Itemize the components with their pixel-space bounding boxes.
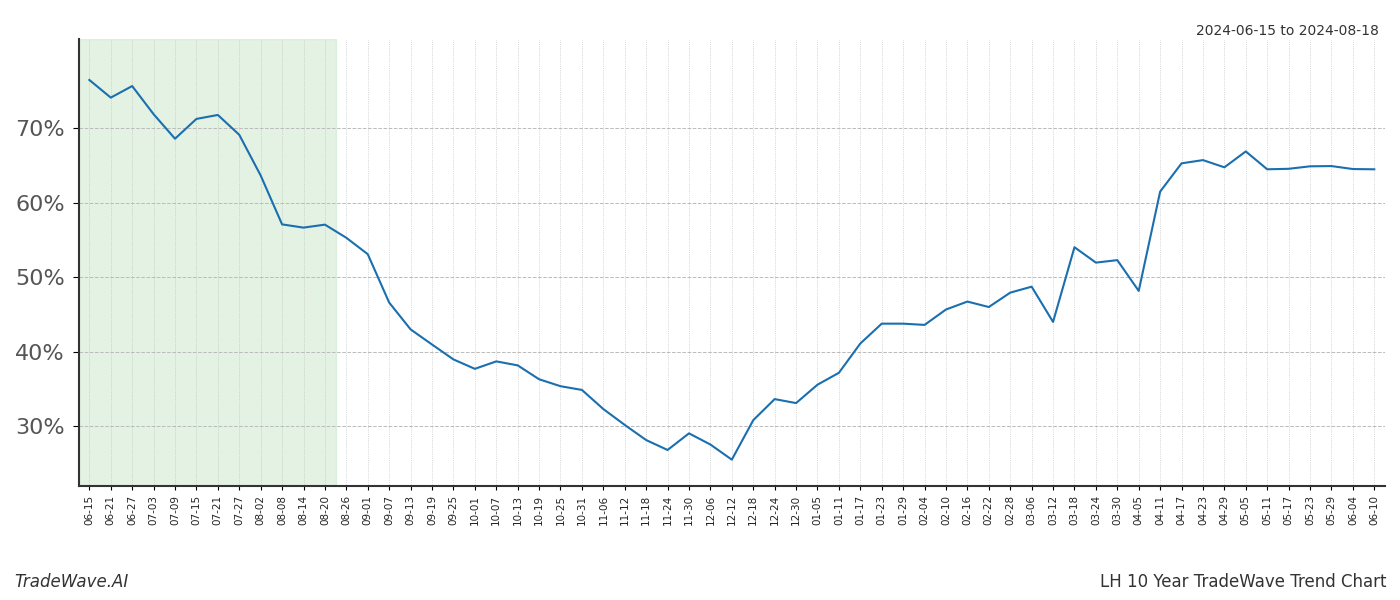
Text: 2024-06-15 to 2024-08-18: 2024-06-15 to 2024-08-18	[1196, 24, 1379, 38]
Text: LH 10 Year TradeWave Trend Chart: LH 10 Year TradeWave Trend Chart	[1099, 573, 1386, 591]
Text: TradeWave.AI: TradeWave.AI	[14, 573, 129, 591]
Bar	[78, 39, 336, 486]
